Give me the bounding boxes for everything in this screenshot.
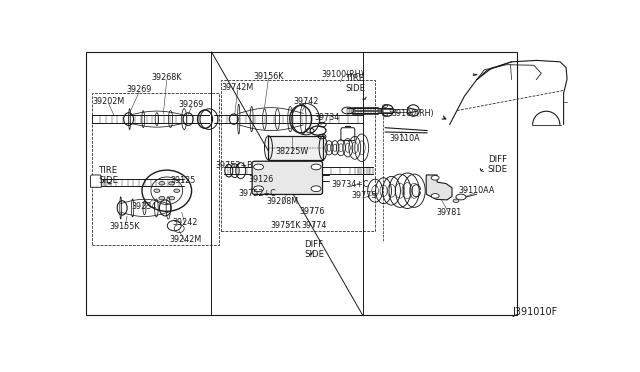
Text: DIFF
SIDE: DIFF SIDE [488,155,508,174]
Text: 39742: 39742 [293,97,318,106]
Text: TIRE
SIDE: TIRE SIDE [346,74,366,93]
Text: 39752+B: 39752+B [215,161,253,170]
Text: 39242M: 39242M [169,235,201,244]
FancyBboxPatch shape [252,161,323,195]
Text: 39110A: 39110A [390,134,420,143]
Text: 39268K: 39268K [152,73,182,82]
Polygon shape [426,175,452,200]
Text: 39734+C: 39734+C [332,180,369,189]
Text: 39751K: 39751K [271,221,301,230]
Circle shape [431,193,439,198]
Bar [221,80,375,231]
Text: 39110AA: 39110AA [459,186,495,195]
Circle shape [311,164,321,170]
Polygon shape [90,175,101,187]
Circle shape [154,189,160,192]
Circle shape [159,196,165,200]
Text: 39234: 39234 [132,202,157,211]
Circle shape [253,186,264,192]
Text: 39242: 39242 [172,218,198,227]
Text: 39202M: 39202M [93,97,125,106]
Circle shape [453,199,459,202]
Text: 39775: 39775 [351,191,376,201]
Circle shape [311,186,321,192]
Text: 39125: 39125 [170,176,196,185]
Text: 39155K: 39155K [109,222,140,231]
Text: 39269: 39269 [127,84,152,93]
Text: 39100(RH): 39100(RH) [391,109,434,118]
Text: 39734: 39734 [314,113,340,122]
Text: J391010F: J391010F [513,307,558,317]
Bar [92,93,219,245]
Circle shape [431,176,439,180]
Text: 39781: 39781 [437,208,462,217]
Text: 39742M: 39742M [221,83,254,92]
Text: 39126: 39126 [248,175,274,184]
Text: TIRE
SIDE: TIRE SIDE [99,167,119,185]
Text: 38225W: 38225W [276,147,309,156]
Circle shape [456,194,466,200]
Circle shape [253,164,264,170]
Text: 39156K: 39156K [253,72,284,81]
Text: 39776: 39776 [300,207,325,216]
Text: 39100(RH): 39100(RH) [321,70,364,79]
Circle shape [169,196,175,200]
Text: 39269: 39269 [179,100,204,109]
Polygon shape [341,128,355,141]
Bar [86,52,518,315]
Circle shape [159,182,165,185]
Text: 39752+C: 39752+C [239,189,276,198]
Bar [269,136,323,160]
Text: DIFF
SIDE: DIFF SIDE [304,240,324,259]
Text: 39208M: 39208M [266,197,298,206]
Text: 39774: 39774 [302,221,327,230]
Circle shape [169,182,175,185]
Circle shape [173,189,180,192]
